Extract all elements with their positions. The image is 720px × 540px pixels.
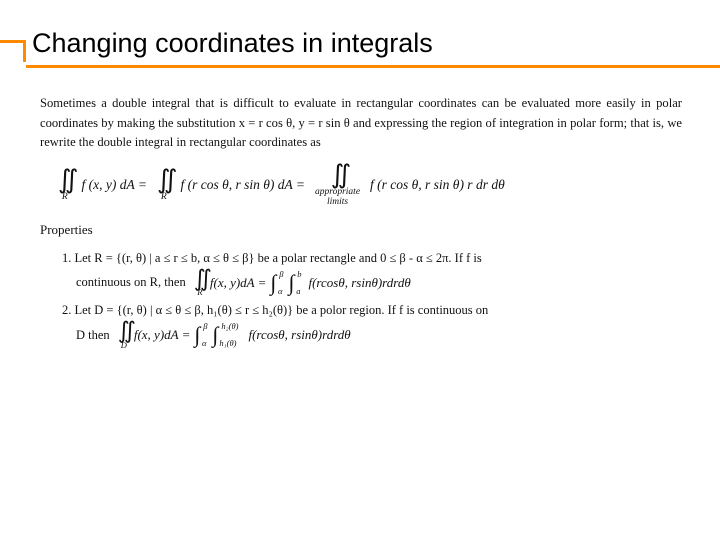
intro-paragraph: Sometimes a double integral that is diff…: [40, 94, 682, 153]
body: Sometimes a double integral that is diff…: [32, 94, 692, 349]
properties-heading: Properties: [40, 220, 682, 240]
prop1-lead: continuous on R, then: [76, 272, 186, 293]
double-integral-1: ∬ R: [58, 168, 72, 203]
slide-title: Changing coordinates in integrals: [32, 28, 692, 65]
prop1-line1: 1. Let R = {(r, θ) | a ≤ r ≤ b, α ≤ θ ≤ …: [62, 248, 680, 269]
property-1: 1. Let R = {(r, θ) | a ≤ r ≤ b, α ≤ θ ≤ …: [62, 248, 680, 296]
prop1-equation: ∬R f(x, y)dA = ∫βα ∫ba f(rcosθ, rsinθ)rd…: [194, 269, 411, 297]
eq-lhs: f (x, y) dA =: [82, 175, 147, 196]
prop2-lead: D then: [76, 325, 110, 346]
main-equation: ∬ R f (x, y) dA = ∬ R f (r cos θ, r sin …: [58, 163, 682, 208]
prop2-equation: ∬D f(x, y)dA = ∫βα ∫h₂(θ)h₁(θ) f(rcosθ, …: [118, 321, 351, 349]
prop2-line1: 2. Let D = {(r, θ) | α ≤ θ ≤ β, h₁(θ) ≤ …: [62, 300, 680, 321]
title-block: Changing coordinates in integrals: [32, 28, 692, 68]
double-integral-3: ∬ appropriate limits: [315, 163, 360, 208]
property-2: 2. Let D = {(r, θ) | α ≤ θ ≤ β, h₁(θ) ≤ …: [62, 300, 680, 348]
double-integral-2: ∬ R: [157, 168, 171, 203]
title-rule: [26, 65, 720, 68]
eq-rhs: f (r cos θ, r sin θ) r dr dθ: [370, 175, 505, 196]
eq-mid: f (r cos θ, r sin θ) dA =: [181, 175, 306, 196]
accent-corner: [0, 40, 26, 62]
